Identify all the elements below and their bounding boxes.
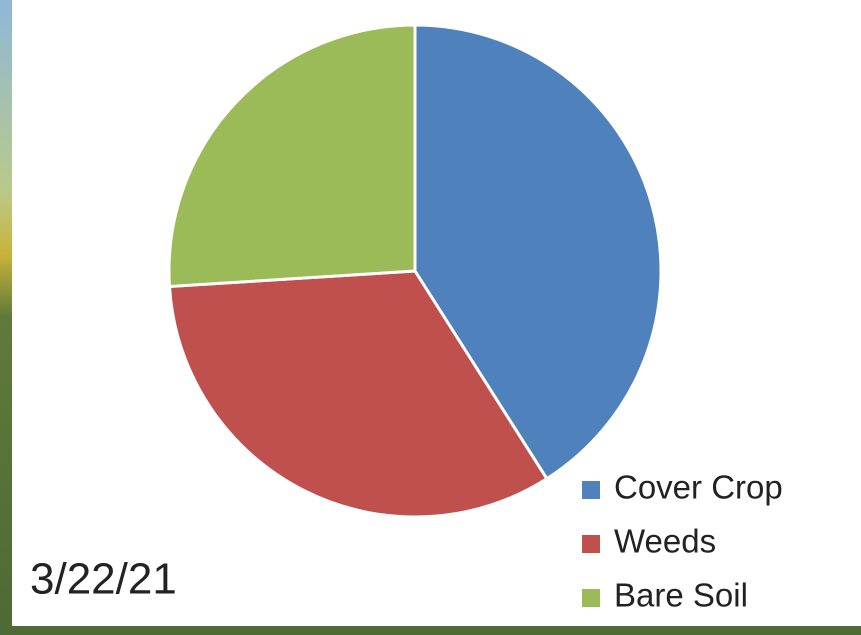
legend-swatch [582, 589, 600, 607]
date-annotation: 3/22/21 [30, 555, 177, 604]
pie-slice [167, 23, 417, 289]
legend-label: Weeds [614, 523, 716, 560]
legend-swatch [582, 535, 600, 553]
pie-slice [167, 269, 549, 519]
legend-swatch [582, 481, 600, 499]
pie [167, 23, 663, 519]
legend: Cover Crop Weeds Bare Soil [582, 469, 783, 614]
legend-label: Bare Soil [614, 577, 748, 614]
legend-label: Cover Crop [614, 469, 783, 506]
